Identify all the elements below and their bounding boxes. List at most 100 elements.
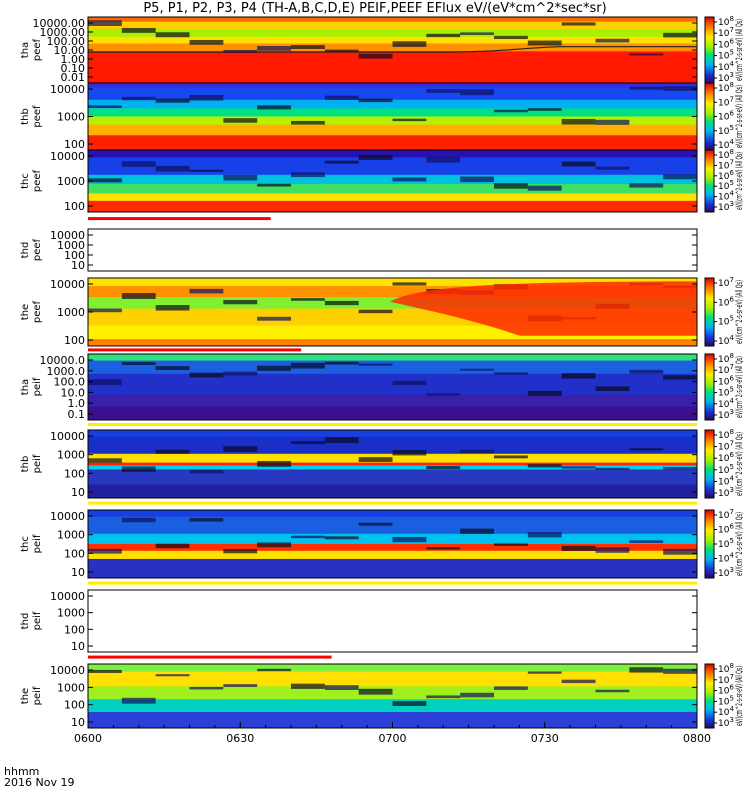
product-label: peif [32, 534, 43, 553]
colorbar-unit-text: eV/(cm^2-s-sr-eV) (All Qs) [735, 152, 745, 210]
y-tick-label: 10000.0 [40, 354, 86, 367]
intensity-block [527, 532, 562, 538]
intensity-block [426, 695, 461, 699]
intensity-block [257, 668, 291, 672]
colorbar-tick-label: 103 [718, 566, 734, 579]
probe-label: thc [20, 536, 31, 552]
panel-frame [87, 353, 698, 421]
colorbar-tick-label: 103 [718, 200, 734, 213]
intensity-block [121, 27, 156, 33]
panel-frame [87, 509, 698, 579]
spacecraft-potential-line [88, 46, 697, 53]
intensity-band [88, 28, 697, 38]
intensity-block [324, 160, 359, 164]
colorbar-tick-label: 104 [718, 138, 734, 151]
probe-label: thd [20, 613, 31, 630]
colorbar-tick-label: 106 [718, 295, 734, 308]
intensity-block [595, 38, 630, 43]
colorbar-unit-label: eV/(cm^2-s-sr-eV) (All Qs) [735, 152, 745, 210]
intensity-block [223, 174, 258, 181]
intensity-block [121, 697, 156, 704]
intensity-block [595, 166, 630, 170]
colorbar-tick-label: 108 [718, 15, 734, 28]
y-tick-label: 10 [71, 259, 85, 272]
colorbar-scale [704, 353, 715, 421]
intensity-block [121, 161, 156, 167]
intensity-band [88, 87, 697, 101]
probe-label: the [20, 688, 31, 704]
intensity-block [561, 679, 596, 684]
y-tick-label: 10 [71, 566, 85, 579]
y-tick-label: 10000 [50, 590, 85, 603]
colorbar-tick-label: 107 [718, 440, 734, 453]
x-tick-label: 0600 [74, 732, 102, 745]
intensity-band [88, 193, 697, 202]
colorbar-tick-label: 104 [718, 334, 734, 347]
colorbar-tick-label: 107 [718, 673, 734, 686]
y-tick-label: 1000 [57, 239, 85, 252]
y-tick-label: 10000 [50, 664, 85, 677]
intensity-block [460, 368, 494, 371]
intensity-block [291, 298, 325, 301]
intensity-block [324, 536, 359, 540]
panel-frame [87, 589, 698, 653]
intensity-block [460, 32, 494, 35]
intensity-block [629, 448, 664, 451]
colorbar-tick-label: 103 [718, 71, 734, 84]
product-label: peif [32, 377, 43, 396]
intensity-block [155, 165, 190, 172]
intensity-block [595, 386, 630, 392]
intensity-block [121, 466, 156, 472]
y-tick-label: 0.01 [61, 71, 86, 84]
intensity-block [88, 548, 122, 554]
intensity-block [561, 22, 596, 26]
intensity-block [155, 32, 190, 38]
intensity-block [460, 692, 494, 698]
intensity-block [88, 105, 122, 108]
product-label: peif [32, 454, 43, 473]
intensity-block [257, 183, 291, 187]
colorbar-unit-text: eV/(cm^2-s-sr-eV) (All Qs) [735, 280, 745, 344]
spectrogram-tha-peef [88, 17, 697, 84]
intensity-block [291, 683, 325, 689]
intensity-block [155, 366, 190, 370]
intensity-band [88, 150, 697, 158]
intensity-block [663, 466, 697, 470]
intensity-block [460, 449, 494, 454]
intensity-block [155, 449, 190, 454]
intensity-block [324, 300, 359, 306]
intensity-block [561, 161, 596, 167]
colorbar-tick-label: 106 [718, 37, 734, 50]
probe-label: tha [20, 379, 31, 395]
y-tick-label: 1000 [57, 175, 85, 188]
intensity-band [88, 671, 697, 687]
intensity-band [88, 184, 697, 194]
intensity-block [155, 98, 190, 103]
intensity-block [358, 154, 393, 160]
intensity-band [88, 394, 697, 408]
intensity-band [88, 484, 697, 499]
colorbar-tick-label: 106 [718, 523, 734, 536]
colorbar-tick-label: 107 [718, 363, 734, 376]
colorbar-tick-label: 106 [718, 684, 734, 697]
colorbar-tick-label: 108 [718, 428, 734, 441]
intensity-block [663, 668, 697, 674]
intensity-block [358, 522, 393, 526]
y-tick-label: 100 [64, 249, 85, 262]
intensity-block [189, 169, 224, 172]
intensity-block [527, 40, 562, 46]
intensity-block [561, 545, 596, 551]
separator-strip [88, 581, 697, 585]
y-tick-label: 1.00 [61, 53, 86, 66]
colorbar-tick-label: 105 [718, 386, 734, 399]
intensity-block [88, 458, 122, 463]
y-tick-label: 10.00 [54, 44, 86, 57]
probe-label: the [20, 304, 31, 320]
intensity-block [392, 380, 427, 385]
